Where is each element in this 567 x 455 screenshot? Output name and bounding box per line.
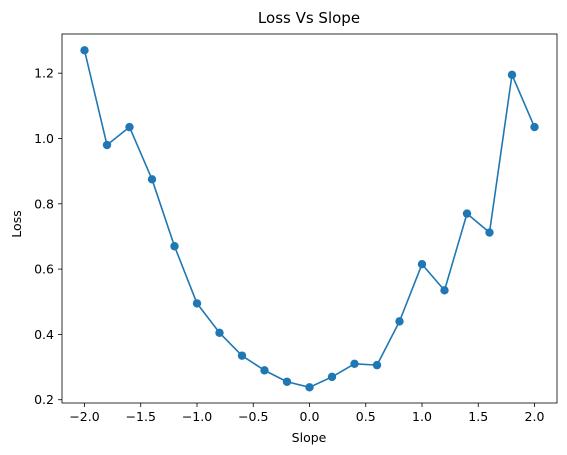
data-point <box>530 122 539 132</box>
x-tick-label: 1.5 <box>468 409 488 424</box>
x-tick-label: −0.5 <box>238 409 268 424</box>
y-tick-label: 0.2 <box>34 392 54 407</box>
x-axis-label: Slope <box>292 430 327 445</box>
x-tick-label: −1.0 <box>182 409 212 424</box>
data-point <box>80 46 89 55</box>
data-point <box>417 260 427 269</box>
data-point <box>237 351 247 360</box>
data-point <box>372 360 382 370</box>
x-tick-label: −2.0 <box>69 409 99 424</box>
plot-area: −2.0 −1.5 −1.0 −0.5 0.0 0.5 1.0 1.5 2.0 0.2 0.4 0.6… <box>34 33 558 424</box>
x-tick-label: 1.0 <box>412 409 432 424</box>
y-tick-label: 0.4 <box>34 327 54 342</box>
y-tick-label: 1.2 <box>34 66 54 81</box>
y-tick-label: 1.0 <box>34 131 54 146</box>
data-point <box>305 383 314 392</box>
data-point <box>192 299 202 308</box>
x-tick-label: 2.0 <box>525 409 545 424</box>
data-point <box>485 228 494 237</box>
x-tick-label: 0.0 <box>300 409 320 424</box>
chart-title: Loss Vs Slope <box>258 9 360 27</box>
y-axis-label: Loss <box>9 210 24 237</box>
data-point <box>462 209 472 218</box>
data-point <box>440 286 449 295</box>
y-tick-label: 0.8 <box>34 196 54 211</box>
y-tick-label: 0.6 <box>34 262 54 277</box>
x-tick-label: −1.5 <box>126 409 156 424</box>
data-point <box>125 122 134 132</box>
data-point <box>395 317 404 326</box>
data-point <box>350 359 359 369</box>
series-line <box>83 50 536 389</box>
data-point <box>260 366 269 375</box>
data-point <box>102 140 112 150</box>
data-point <box>215 328 224 337</box>
data-point <box>147 175 157 184</box>
data-point <box>327 372 337 382</box>
data-point <box>507 70 517 80</box>
axes-frame <box>61 33 558 404</box>
x-tick-label: 0.5 <box>356 409 376 424</box>
data-point <box>170 242 179 251</box>
data-point <box>282 377 292 386</box>
